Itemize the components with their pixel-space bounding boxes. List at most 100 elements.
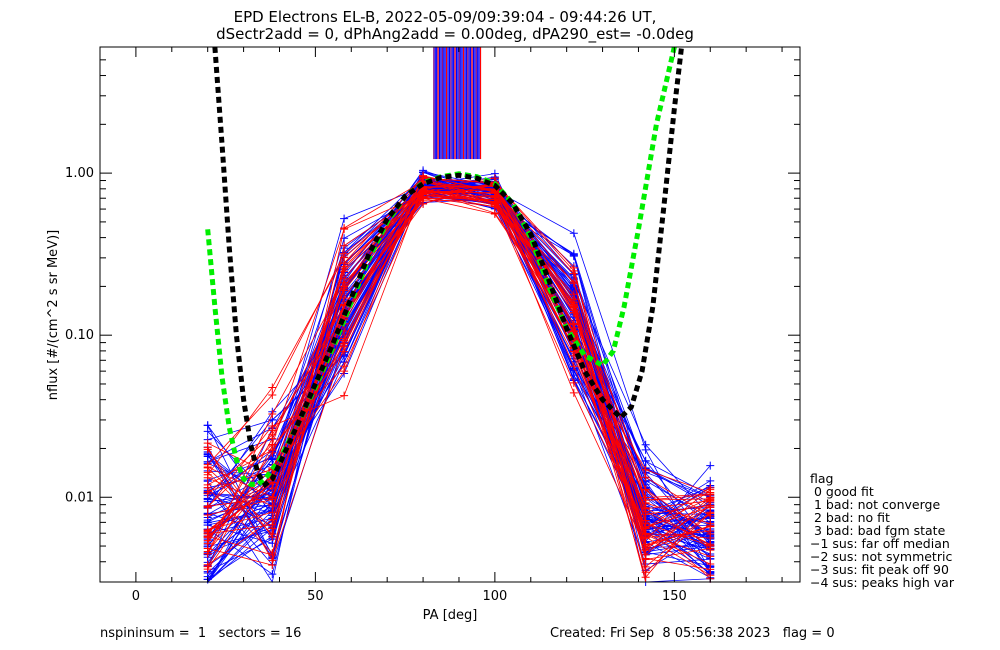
red-series-line [207,181,711,570]
red-series-point [569,290,578,299]
blue-series-point [203,421,212,430]
red-series-point [706,541,715,550]
red-series-line [207,196,711,554]
blue-series-point [641,456,650,465]
red-series-point [203,480,212,489]
red-series-point [641,545,650,554]
blue-series-point [706,461,715,470]
red-series-point [706,494,715,503]
red-series-point [641,473,650,482]
red-series-point [340,267,349,276]
legend-item: 2 bad: no fit [810,510,890,525]
data-series-group [203,166,715,586]
red-series-point [268,391,277,400]
x-tick-label: 150 [662,589,687,604]
red-series-point [340,362,349,371]
red-series-point [203,487,212,496]
red-series-point [641,516,650,525]
red-series-point [340,225,349,234]
red-series-point [490,210,499,219]
red-series-point [268,550,277,559]
blue-series-point [569,249,578,258]
legend-title: flag [810,471,834,486]
red-series-point [706,485,715,494]
red-series-point [203,502,212,511]
red-series-point [641,485,650,494]
chart-title: EPD Electrons EL-B, 2022-05-09/09:39:04 … [234,8,657,26]
legend-item: 3 bad: bad fgm state [810,523,946,538]
x-tick-label: 100 [482,589,507,604]
red-series-line [207,186,711,509]
red-series-line [207,190,711,557]
red-series-point [268,421,277,430]
legend-item: −1 sus: far off median [810,536,950,551]
red-series-point [569,388,578,397]
red-series-point [268,383,277,392]
red-series-point [340,284,349,293]
red-series-point [268,410,277,419]
red-series-point [340,241,349,250]
x-axis-label: PA [deg] [423,608,478,623]
red-series-point [569,362,578,371]
red-series-point [203,528,212,537]
fit-curves-group [205,46,685,489]
red-series-point [203,565,212,574]
red-series-point [569,303,578,312]
y-tick-label: 1.00 [65,166,94,181]
blue-series-point [569,229,578,238]
y-tick-label: 0.10 [65,328,94,343]
red-series-point [569,277,578,286]
red-series-point [490,202,499,211]
red-series-point [419,174,428,183]
red-series-point [340,249,349,258]
y-tick-label: 0.01 [65,490,94,505]
red-series-point [203,473,212,482]
red-series-point [268,430,277,439]
red-series-point [203,445,212,454]
legend-item: 0 good fit [810,484,874,499]
red-series-line [207,197,711,551]
red-series-point [268,532,277,541]
red-series-line [207,177,711,565]
blue-series-point [203,518,212,527]
legend-item: −3 sus: fit peak off 90 [810,562,949,577]
red-series-point [641,496,650,505]
red-series-point [203,549,212,558]
legend-item: −4 sus: peaks high var [810,575,954,590]
red-series-point [706,511,715,520]
red-series-point [569,266,578,275]
chart-subtitle: dSectr2add = 0, dPhAng2add = 0.00deg, dP… [216,25,694,44]
spike-bars [433,47,482,160]
red-series-line [207,197,711,551]
x-tick-label: 50 [307,589,324,604]
blue-series-line [207,176,711,522]
red-series-point [569,326,578,335]
red-series-point [641,554,650,563]
fit-curve-black [212,46,685,489]
red-series-line [207,182,711,576]
red-series-point [340,391,349,400]
red-series-point [706,522,715,531]
red-series-line [207,190,711,546]
x-tick-label: 0 [132,589,140,604]
red-series-point [569,378,578,387]
blue-series-point [340,214,349,223]
red-series-point [340,347,349,356]
red-series-point [419,187,428,196]
axes-group: 0 50 100 150 0.01 0.10 1.00 [65,46,800,604]
red-series-point [641,503,650,512]
red-series-point [641,530,650,539]
blue-series-point [641,445,650,454]
footer-left: nspininsum = 1 sectors = 16 [100,626,302,641]
red-series-point [706,560,715,569]
red-series-point [490,193,499,202]
red-series-point [203,462,212,471]
red-series-point [268,493,277,502]
red-series-point [203,511,212,520]
blue-series-point [268,570,277,579]
red-series-point [641,573,650,582]
red-series-point [340,293,349,302]
footer-right: Created: Fri Sep 8 05:56:38 2023 flag = … [550,626,835,641]
red-series-point [340,336,349,345]
red-series-point [268,501,277,510]
